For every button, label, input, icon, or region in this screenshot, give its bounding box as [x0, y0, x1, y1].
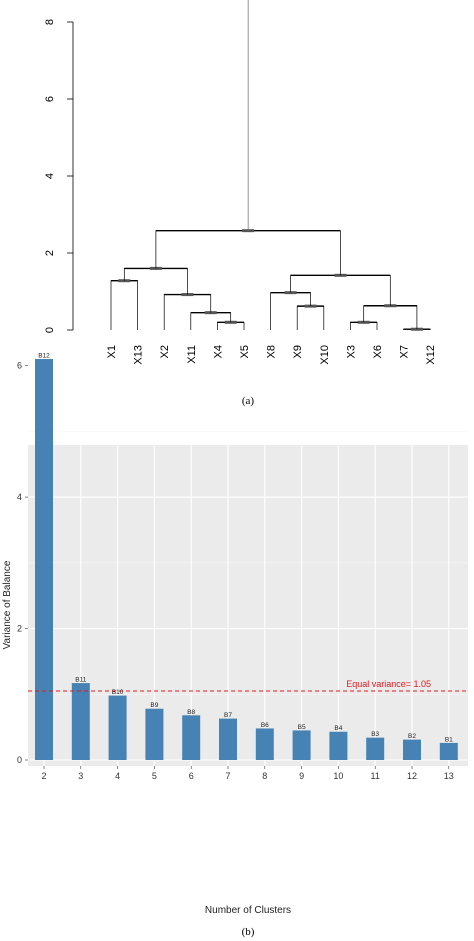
bar [366, 737, 385, 760]
equal-variance-label: Equal variance= 1.05 [346, 679, 431, 689]
bar [403, 739, 421, 760]
dendrogram-leaf-label: X9 [292, 345, 304, 358]
dendrogram-y-ticks: 0 2 4 6 8 [44, 19, 73, 333]
bar-x-tick-label: 3 [78, 771, 83, 781]
bar-x-tick-label: 6 [189, 771, 194, 781]
bar-label: B11 [75, 677, 86, 684]
dendrogram-leaf-label: X11 [186, 345, 198, 364]
bar-x-tick-label: 11 [371, 771, 380, 781]
dendrogram-y-tick-label: 8 [44, 19, 56, 25]
dendrogram-link [110, 280, 138, 330]
bar-label: B12 [38, 353, 50, 360]
bars [35, 359, 458, 760]
dendrogram-link [270, 292, 311, 330]
dendrogram-leaf-label: X3 [345, 345, 357, 358]
dendrogram-leaf-label: X10 [319, 345, 331, 365]
dendrogram-link [290, 274, 391, 306]
bar [108, 695, 127, 760]
bar-x-tick-label: 7 [225, 771, 230, 781]
dendrogram-y-tick-label: 4 [44, 173, 56, 179]
dendrogram-leaf-label: X8 [266, 345, 278, 358]
bar-label: B7 [224, 712, 232, 719]
dendrogram-link [363, 305, 418, 330]
dendrogram-links [110, 0, 431, 331]
caption-a: (a) [242, 395, 255, 407]
caption-b: (b) [242, 926, 255, 938]
bar [329, 731, 348, 760]
dendrogram-y-tick-label: 0 [44, 327, 56, 333]
plot-panel-background [28, 445, 468, 766]
dendrogram-leaf-label: X7 [399, 345, 411, 358]
dendrogram-link [123, 268, 188, 295]
bar-value-labels: B12 B11 B10 B9 B8 B7 B6 B5 B4 B3 B2 B1 [38, 353, 453, 744]
bar-label: B8 [187, 709, 195, 716]
bar-label: B6 [261, 722, 269, 729]
bar-y-tick-label: 6 [17, 361, 22, 371]
bar-y-tick-label: 2 [17, 624, 22, 634]
bar-x-tick-label: 9 [299, 771, 304, 781]
bar-label: B2 [408, 733, 416, 740]
bar-x-tick-label: 8 [262, 771, 267, 781]
dendrogram-leaf-label: X13 [133, 345, 145, 365]
bar [182, 715, 201, 760]
dendrogram-y-tick-label: 6 [44, 96, 56, 102]
bar-x-ticks: 2 3 4 5 6 7 8 9 10 11 12 13 [41, 766, 454, 781]
bar-x-tick-label: 13 [444, 771, 454, 781]
bar-chart: B12 B11 B10 B9 B8 B7 B6 B5 B4 B3 B2 B1 Equal varian… [2, 353, 468, 938]
bar-y-tick-label: 0 [17, 755, 22, 765]
x-axis-title: Number of Clusters [205, 905, 291, 916]
bar-x-tick-label: 4 [115, 771, 120, 781]
dendrogram-leaf-labels: X1 X13 X2 X11 X4 X5 X8 X9 X10 X3 X6 X7 X12 [106, 345, 437, 365]
dendrogram-chart: 0 2 4 6 8 X1 X13 X2 X11 X4 X5 X8 X9 X10 X3 X6 X7 X12 (a) [44, 0, 437, 407]
dendrogram-link [296, 305, 325, 330]
bar-y-tick-label: 4 [17, 492, 22, 502]
bar-x-tick-label: 12 [407, 771, 417, 781]
bar [71, 683, 90, 760]
bar-label: B4 [334, 725, 342, 732]
bar [219, 718, 237, 760]
bar [439, 742, 458, 760]
dendrogram-leaf-label: X5 [239, 345, 251, 358]
bar [255, 728, 274, 760]
bar-y-ticks: 0 2 4 6 [17, 361, 28, 765]
dendrogram-leaf-label: X12 [425, 345, 437, 365]
dendrogram-leaf-label: X2 [159, 345, 171, 358]
bar-label: B10 [112, 689, 124, 696]
bar-x-tick-label: 2 [41, 771, 46, 781]
bar-x-tick-label: 10 [333, 771, 343, 781]
dendrogram-y-tick-label: 2 [44, 250, 56, 256]
bar-label: B5 [298, 724, 306, 731]
bar-label: B9 [150, 702, 158, 709]
bar [292, 730, 311, 760]
bar-label: B3 [371, 731, 379, 738]
bar-label: B1 [445, 736, 453, 743]
dendrogram-leaf-label: X4 [212, 345, 224, 358]
bar [35, 359, 53, 760]
dendrogram-leaf-label: X6 [372, 345, 384, 358]
y-axis-title: Variance of Balance [2, 560, 13, 649]
bar-x-tick-label: 5 [152, 771, 157, 781]
dendrogram-leaf-label: X1 [106, 345, 118, 358]
bar [145, 708, 164, 760]
